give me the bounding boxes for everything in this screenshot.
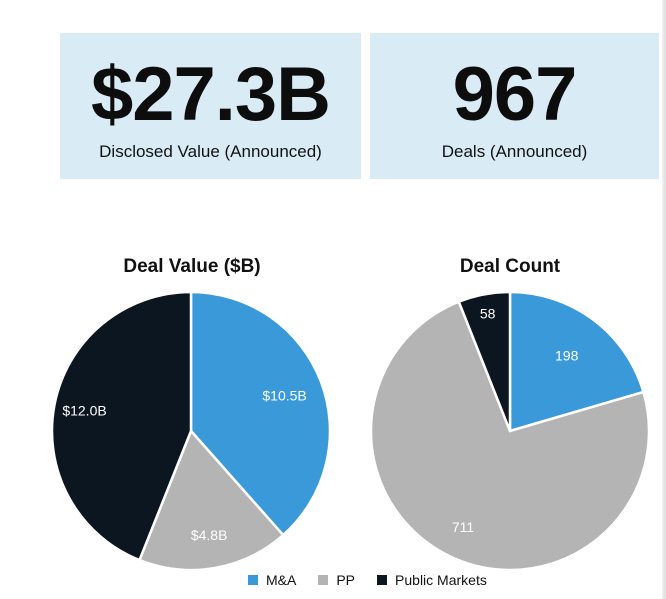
kpi-value: $27.3B [90, 52, 331, 137]
data-label-ma: 198 [555, 347, 579, 363]
pie-slice-ma [508, 290, 645, 433]
legend-item-ma: M&A [248, 572, 296, 588]
pie-slice-pp [369, 300, 651, 572]
legend-label: PP [336, 572, 356, 588]
data-label-pp: 711 [452, 519, 475, 535]
kpi-label: Deals (Announced) [441, 142, 588, 161]
legend-label: M&A [266, 572, 297, 588]
pie-slice-ma [189, 290, 332, 537]
chart-legend: M&A PP Public Markets [248, 570, 509, 590]
legend-swatch-ma [248, 575, 258, 585]
data-label-public-markets: $12.0B [62, 403, 106, 419]
legend-label: Public Markets [395, 572, 487, 588]
legend-swatch-public-markets [377, 575, 388, 585]
kpi-card-disclosed-value: $27.3B Disclosed Value (Announced) [60, 33, 361, 179]
legend-item-public-markets: Public Markets [377, 572, 487, 588]
legend-swatch-pp [318, 575, 329, 585]
chart-title-deal-value: Deal Value ($B) [123, 256, 261, 277]
data-label-public-markets: 58 [480, 306, 496, 322]
pie-slice-public-markets [457, 290, 512, 432]
pie-slice-public-markets [50, 290, 193, 562]
data-label-pp: $4.8B [191, 527, 228, 543]
kpi-label: Disclosed Value (Announced) [99, 142, 322, 161]
data-label-ma: $10.5B [262, 388, 306, 404]
page-edge-divider [662, 0, 666, 599]
kpi-card-deals: 967 Deals (Announced) [370, 33, 659, 179]
pie-slice-pp [137, 428, 285, 572]
chart-title-deal-count: Deal Count [459, 256, 561, 277]
legend-item-pp: PP [318, 572, 355, 588]
kpi-value: 967 [452, 52, 578, 137]
